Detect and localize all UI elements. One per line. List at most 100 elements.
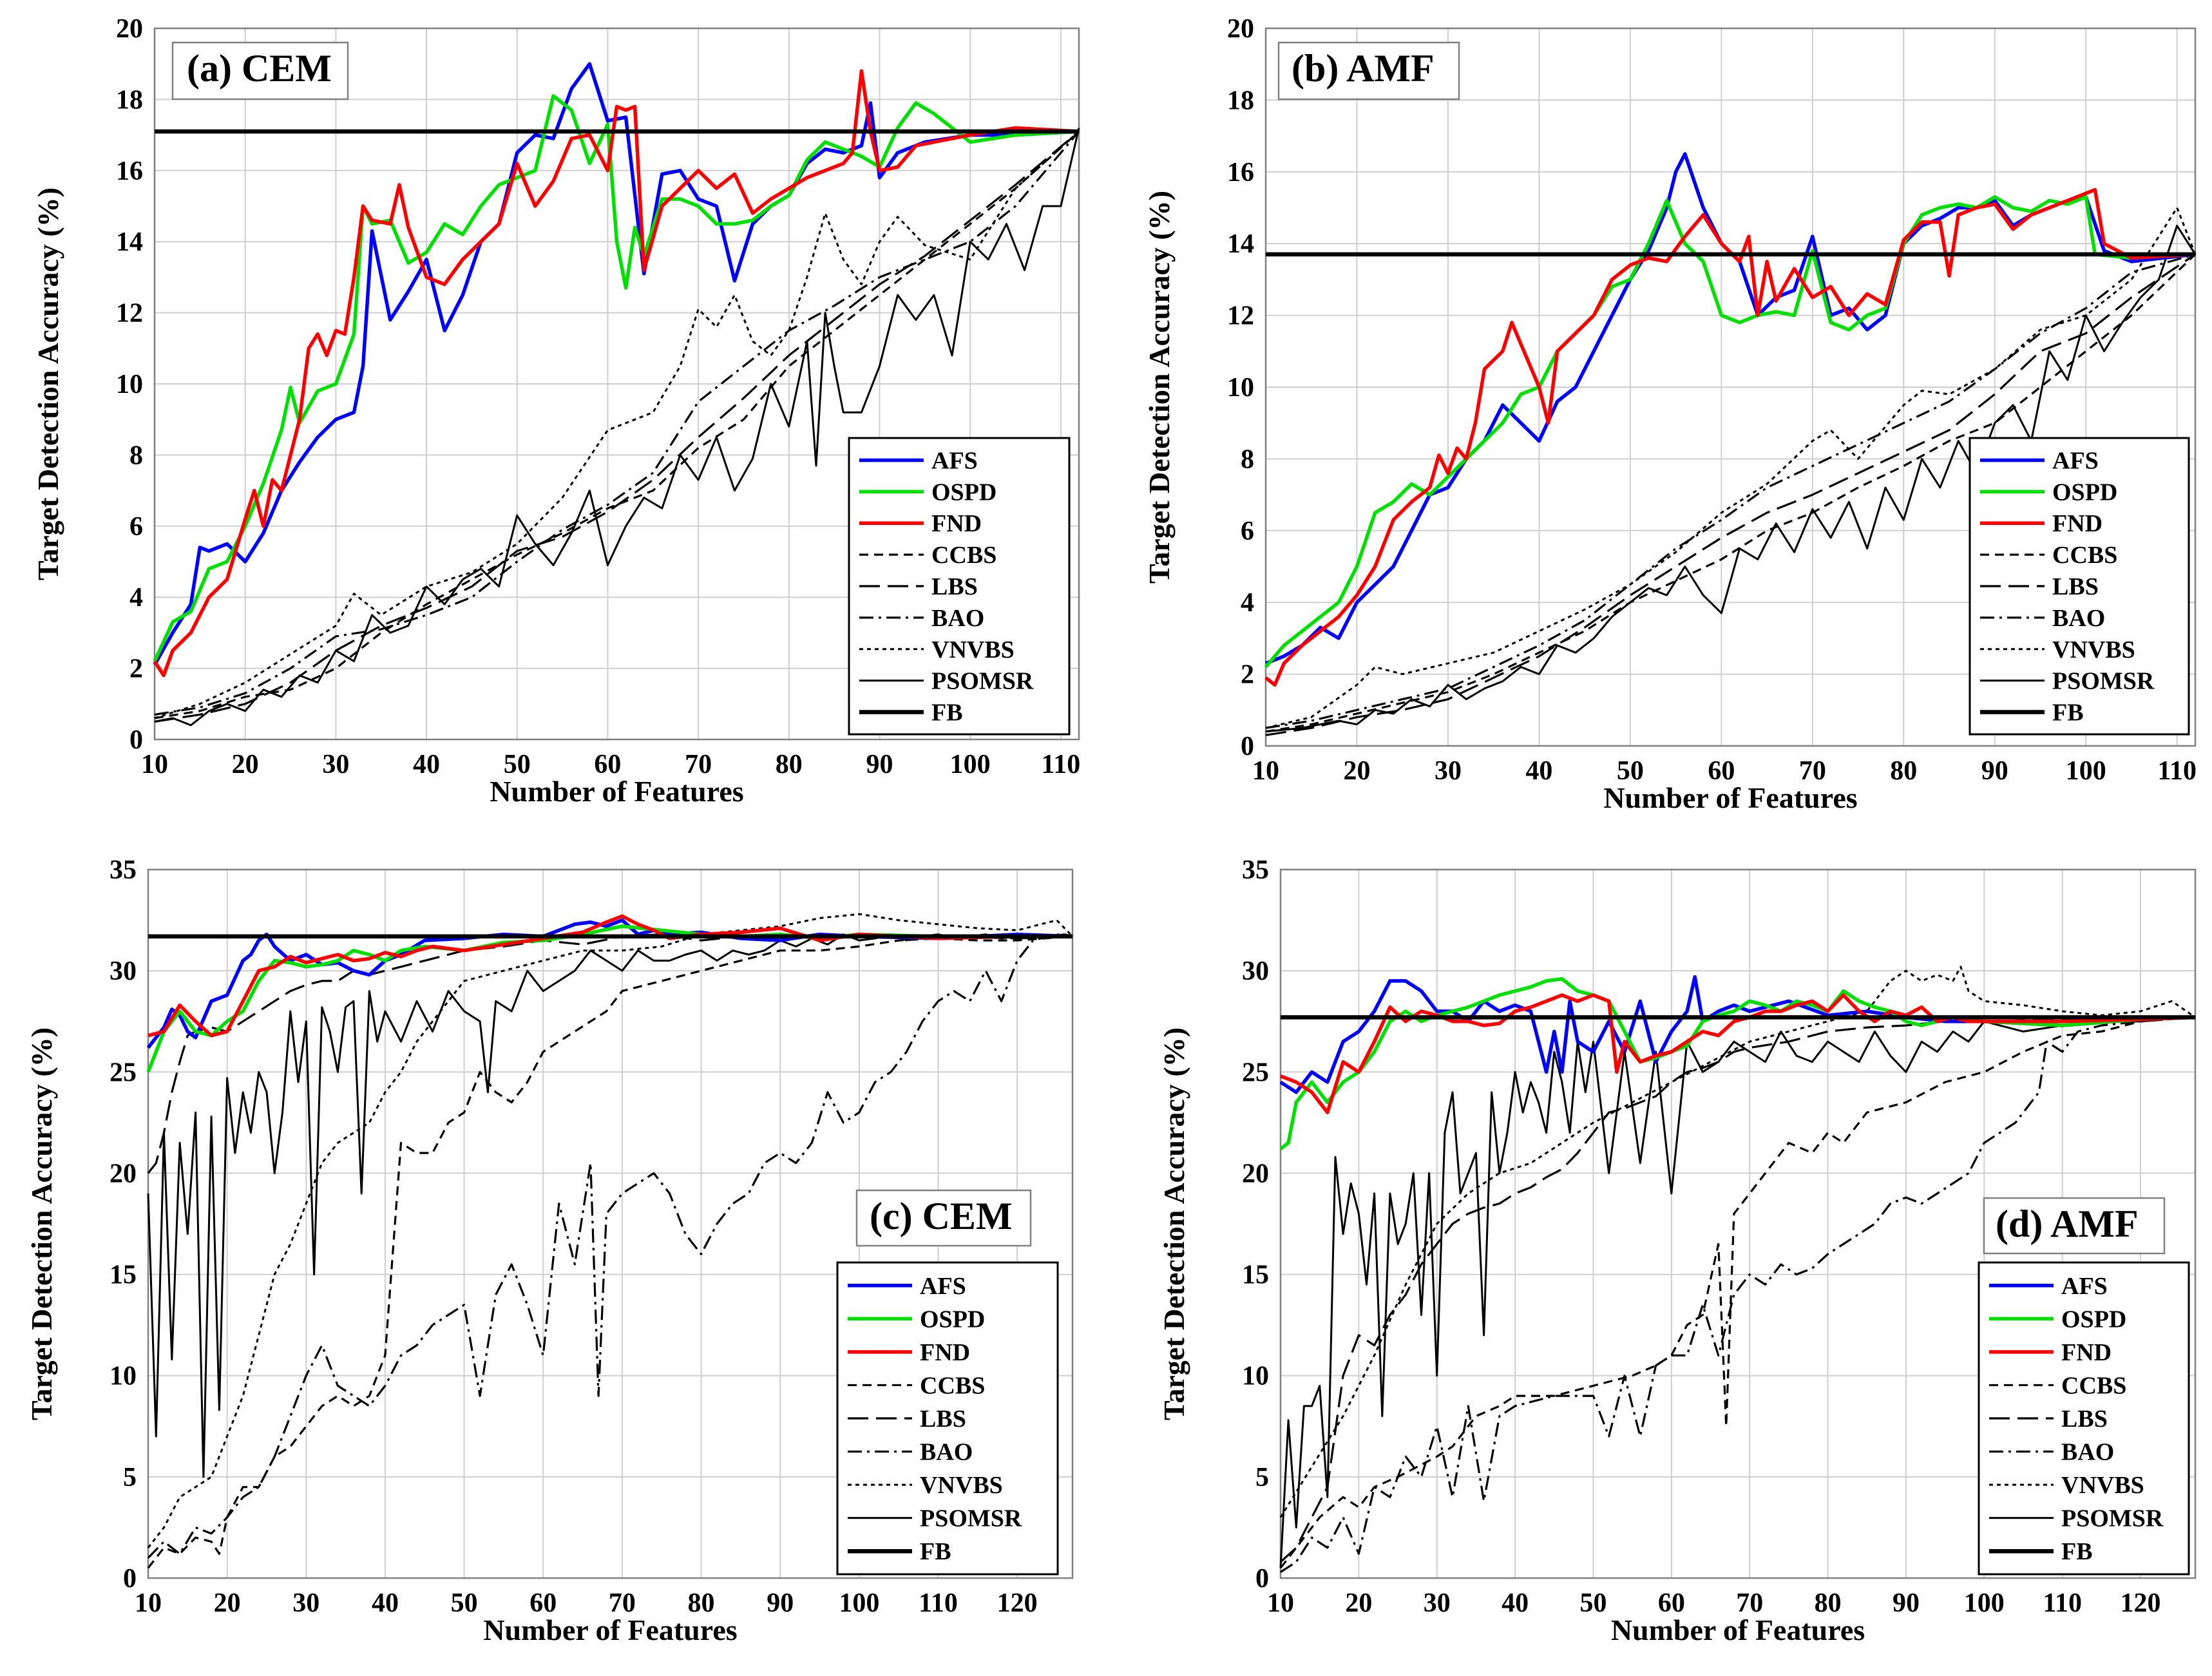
chart-panel-b: 0 2 4 6 8 10 12 14 16 18 20 10 20 30 40 50 60 70 80 90 100 11…	[1143, 14, 2197, 814]
x-tick-label: 90	[1981, 756, 2008, 786]
chart-title: (b) AMF	[1292, 47, 1435, 90]
chart-title: (a) CEM	[187, 47, 332, 90]
y-tick-label: 20	[1242, 1159, 1269, 1188]
y-tick-label: 20	[1227, 14, 1254, 44]
x-tick-label: 20	[1345, 1588, 1372, 1618]
x-tick-label: 70	[1736, 1588, 1763, 1618]
x-tick-label: 40	[372, 1588, 399, 1618]
legend-label-fnd: FND	[2061, 1339, 2112, 1366]
y-tick-label: 5	[123, 1463, 137, 1492]
legend-label-ccbs: CCBS	[931, 542, 996, 569]
y-tick-label: 0	[1241, 732, 1254, 761]
x-tick-label: 20	[1343, 756, 1370, 786]
legend-label-vnvbs: VNVBS	[931, 636, 1015, 663]
y-tick-label: 2	[129, 654, 143, 684]
x-tick-label: 70	[609, 1588, 636, 1618]
x-tick-label: 80	[1815, 1588, 1842, 1618]
chart-panel-c: 0 5 10 15 20 25 30 35 10 20 30 40 50 60 70 80 90 100 110 12…	[25, 855, 1074, 1646]
series-line-fnd	[1280, 993, 2196, 1114]
x-tick-label: 20	[232, 750, 259, 779]
series-line-bao	[1265, 253, 2196, 729]
x-tick-label: 50	[451, 1588, 478, 1618]
x-tick-label: 100	[950, 750, 991, 779]
y-tick-label: 6	[129, 512, 143, 542]
x-tick-label: 60	[529, 1588, 557, 1618]
y-tick-label: 15	[1242, 1261, 1269, 1290]
legend-label-bao: BAO	[931, 605, 984, 632]
y-tick-label: 16	[116, 157, 143, 186]
x-tick-label: 40	[413, 750, 440, 779]
x-tick-label: 100	[839, 1588, 879, 1618]
x-tick-label: 30	[1424, 1588, 1451, 1618]
chart-title: (d) AMF	[1996, 1203, 2139, 1245]
x-tick-label: 40	[1525, 756, 1552, 786]
series-line-ccbs	[154, 130, 1080, 719]
legend-label-fb: FB	[2061, 1538, 2093, 1565]
series-line-psomsr	[1265, 224, 2197, 733]
y-tick-label: 12	[116, 299, 143, 329]
y-tick-label: 15	[110, 1261, 137, 1290]
plot-area	[147, 868, 1074, 1579]
y-tick-label: 35	[110, 855, 137, 885]
series-line-afs	[1279, 975, 2196, 1094]
y-tick-label: 8	[1241, 444, 1254, 474]
title-box	[855, 1189, 1032, 1247]
x-tick-label: 80	[776, 750, 803, 779]
x-tick-label: 60	[1658, 1588, 1685, 1618]
y-tick-label: 14	[1227, 229, 1254, 259]
legend-label-afs: AFS	[920, 1273, 966, 1300]
legend-label-ospd: OSPD	[931, 479, 996, 506]
x-tick-label: 10	[141, 750, 168, 779]
x-tick-label: 30	[322, 750, 349, 779]
x-tick-label: 110	[2157, 756, 2197, 786]
legend-label-ospd: OSPD	[2061, 1306, 2126, 1333]
y-tick-label: 6	[1241, 517, 1254, 546]
series-line-ospd	[1264, 195, 2196, 669]
y-tick-label: 12	[1227, 301, 1254, 331]
x-axis-label: Number of Features	[483, 1614, 737, 1646]
y-tick-label: 0	[1255, 1564, 1269, 1594]
series-line-psomsr	[154, 128, 1080, 727]
plot-area	[1264, 27, 2197, 747]
y-tick-label: 18	[116, 85, 143, 115]
title-box	[1983, 1197, 2166, 1255]
x-tick-label: 120	[2121, 1588, 2161, 1618]
y-tick-label: 10	[110, 1362, 137, 1391]
legend-label-psomsr: PSOMSR	[2061, 1505, 2164, 1532]
y-tick-label: 2	[1241, 660, 1254, 690]
plot-area	[1279, 868, 2197, 1579]
y-tick-label: 4	[129, 583, 143, 613]
x-tick-label: 80	[688, 1588, 715, 1618]
legend-label-bao: BAO	[920, 1439, 973, 1466]
x-tick-label: 70	[685, 750, 712, 779]
legend-label-ccbs: CCBS	[920, 1372, 985, 1399]
x-axis-label: Number of Features	[1611, 1614, 1865, 1646]
x-tick-label: 50	[1617, 756, 1644, 786]
y-tick-label: 10	[116, 370, 143, 399]
series-line-vnvbs	[1265, 207, 2197, 729]
legend-label-afs: AFS	[931, 447, 978, 474]
x-tick-label: 50	[504, 750, 531, 779]
legend-label-fnd: FND	[2052, 510, 2102, 537]
y-tick-label: 0	[129, 725, 143, 755]
legend-box	[1969, 437, 2190, 736]
y-axis-label: Target Detection Accuracy (%)	[1158, 1027, 1190, 1420]
series-line-bao	[154, 131, 1080, 716]
y-axis-label: Target Detection Accuracy (%)	[1143, 191, 1176, 584]
legend-label-fnd: FND	[931, 510, 982, 537]
legend-label-ccbs: CCBS	[2052, 542, 2117, 569]
y-axis-label: Target Detection Accuracy (%)	[25, 1027, 58, 1420]
legend-label-fb: FB	[931, 700, 963, 727]
y-tick-label: 8	[129, 441, 143, 470]
x-tick-label: 70	[1799, 756, 1826, 786]
x-tick-label: 100	[1964, 1588, 2005, 1618]
chart-title: (c) CEM	[870, 1195, 1013, 1237]
legend-label-bao: BAO	[2061, 1439, 2114, 1466]
x-axis-label: Number of Features	[490, 775, 743, 808]
y-tick-label: 16	[1227, 158, 1254, 187]
y-tick-label: 20	[116, 14, 143, 44]
legend-label-ospd: OSPD	[920, 1306, 985, 1333]
x-axis-label: Number of Features	[1603, 781, 1857, 814]
series-line-vnvbs	[147, 913, 1074, 1548]
